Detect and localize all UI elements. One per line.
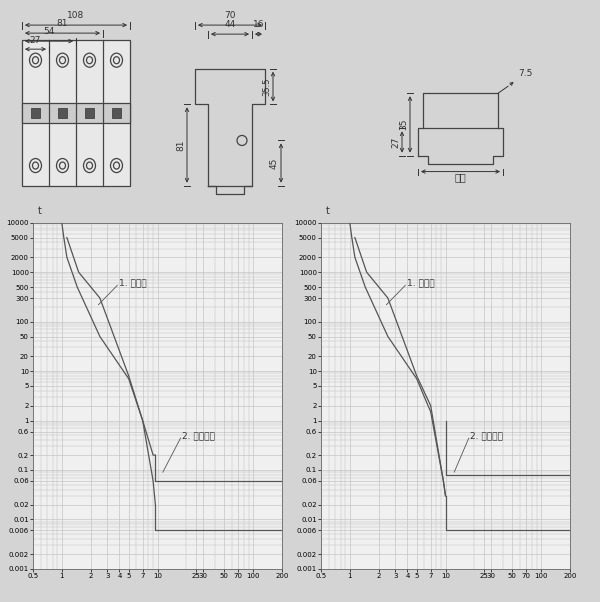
Text: 27: 27 xyxy=(30,36,41,45)
Text: t: t xyxy=(326,206,330,216)
Text: 7.5: 7.5 xyxy=(518,69,532,78)
Bar xyxy=(58,108,67,119)
Bar xyxy=(112,108,121,119)
Bar xyxy=(22,104,130,123)
Text: 54: 54 xyxy=(43,27,55,36)
Text: 45: 45 xyxy=(270,157,279,169)
Bar xyxy=(85,108,94,119)
Text: 1. 热脱扣: 1. 热脱扣 xyxy=(407,279,435,288)
Text: t: t xyxy=(38,206,42,216)
Text: 70: 70 xyxy=(224,11,236,20)
Text: 1. 热脱扣: 1. 热脱扣 xyxy=(119,279,147,288)
Text: 2. 电磁脱扣: 2. 电磁脱扣 xyxy=(470,431,503,440)
Text: 35: 35 xyxy=(399,119,408,130)
Bar xyxy=(22,40,130,185)
Text: 44: 44 xyxy=(224,20,236,29)
Text: 按需: 按需 xyxy=(455,173,466,182)
Text: 81: 81 xyxy=(57,19,68,28)
Text: 108: 108 xyxy=(67,11,85,20)
Text: 2. 电磁脱扣: 2. 电磁脱扣 xyxy=(182,431,215,440)
Text: 27: 27 xyxy=(391,136,400,147)
Bar xyxy=(31,108,40,119)
Text: 35.5: 35.5 xyxy=(262,78,271,96)
Text: 81: 81 xyxy=(176,139,185,150)
Text: 16: 16 xyxy=(253,20,264,29)
